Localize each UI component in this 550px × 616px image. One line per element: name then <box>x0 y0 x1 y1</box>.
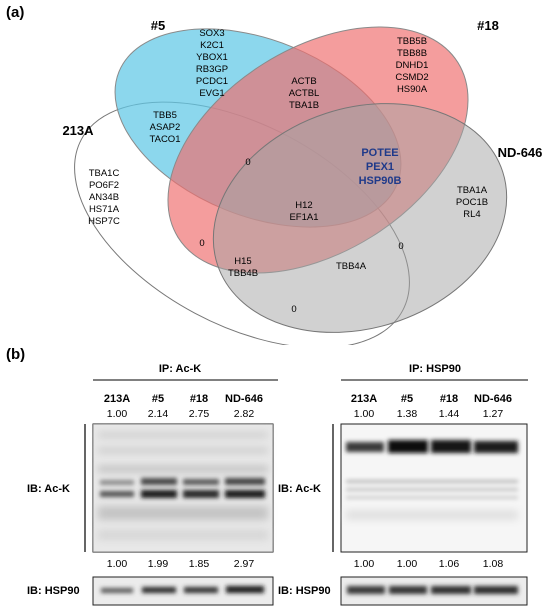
right-top-value: 1.27 <box>483 408 504 420</box>
region-only-18-item: TBB8B <box>397 48 427 59</box>
left-top-value: 2.75 <box>189 408 210 420</box>
right-bottom-blot <box>340 576 528 606</box>
region-213A-5-item: TACO1 <box>150 134 181 145</box>
right-top-value: 1.44 <box>439 408 460 420</box>
region-5-18-ND-item: PEX1 <box>366 161 394 173</box>
region-5-18-ND-item: HSP90B <box>359 175 402 187</box>
region-zero: 0 <box>398 241 403 252</box>
region-213A-18-ND-item: TBB4B <box>228 268 258 279</box>
region-only-18-item: HS90A <box>397 84 428 95</box>
left-ip-label: IP: Ac-K <box>159 363 201 375</box>
left-lane-label: 213A <box>104 393 130 405</box>
right-top-value: 1.00 <box>354 408 375 420</box>
left-ib-main-label: IB: Ac-K <box>27 483 70 495</box>
venn-set-ND-646 <box>212 103 508 333</box>
region-only-ND-item: TBA1A <box>457 185 488 196</box>
region-only-213A-item: HSP7C <box>88 216 120 227</box>
left-main-blot <box>92 423 274 553</box>
left-mid-value: 1.99 <box>148 558 169 570</box>
right-lane-label: ND-646 <box>474 393 512 405</box>
left-lane-label: #5 <box>152 393 164 405</box>
region-only-ND-item: POC1B <box>456 197 488 208</box>
right-lane-label: #18 <box>440 393 458 405</box>
right-ib-main-label: IB: Ac-K <box>278 483 321 495</box>
region-only-5-item: RB3GP <box>196 64 228 75</box>
region-only-5-item: PCDC1 <box>196 76 228 87</box>
right-mid-value: 1.00 <box>397 558 418 570</box>
right-mid-value: 1.00 <box>354 558 375 570</box>
left-top-value: 1.00 <box>107 408 128 420</box>
region-all-four-item: H12 <box>295 200 312 211</box>
region-213A-5-item: TBB5 <box>153 110 177 121</box>
region-zero: 0 <box>199 238 204 249</box>
region-213A-18-ND-item: H15 <box>234 256 251 267</box>
region-all-four-item: EF1A1 <box>289 212 318 223</box>
set-label-18: #18 <box>477 18 499 33</box>
region-only-213A-item: PO6F2 <box>89 180 119 191</box>
region-only-ND-item: RL4 <box>463 209 480 220</box>
right-lane-label: 213A <box>351 393 377 405</box>
region-only-213A-item: HS71A <box>89 204 120 215</box>
region-only-213A-item: TBA1C <box>89 168 120 179</box>
region-only-18-item: TBB5B <box>397 36 427 47</box>
left-lane-label: #18 <box>190 393 208 405</box>
right-mid-value: 1.08 <box>483 558 504 570</box>
left-top-value: 2.82 <box>234 408 255 420</box>
right-ip-label: IP: HSP90 <box>409 363 461 375</box>
venn-diagram: #5 #18 213A ND-646 SOX3 K2C1 YBOX1 RB3GP… <box>62 18 543 345</box>
left-mid-value: 1.85 <box>189 558 210 570</box>
region-5-18-ND-item: POTEE <box>361 147 398 159</box>
set-label-5: #5 <box>151 18 165 33</box>
region-zero: 0 <box>291 304 296 315</box>
region-zero: 0 <box>245 157 250 168</box>
left-mid-value: 1.00 <box>107 558 128 570</box>
left-mid-value: 2.97 <box>234 558 255 570</box>
region-213A-5-item: ASAP2 <box>150 122 181 133</box>
right-mid-value: 1.06 <box>439 558 460 570</box>
left-lane-label: ND-646 <box>225 393 263 405</box>
panel-b-label: (b) <box>6 346 26 363</box>
right-main-blot <box>340 423 528 553</box>
set-label-213A: 213A <box>62 123 94 138</box>
region-only-5-item: SOX3 <box>199 28 224 39</box>
right-top-value: 1.38 <box>397 408 418 420</box>
left-bottom-blot <box>92 576 274 606</box>
region-5-18-item: ACTB <box>291 76 316 87</box>
set-label-ND-646: ND-646 <box>498 145 543 160</box>
left-top-value: 2.14 <box>148 408 169 420</box>
panel-a-label: (a) <box>6 4 25 21</box>
right-ib-bottom-label: IB: HSP90 <box>278 585 331 597</box>
western-blots: IP: Ac-K 213A #5 #18 ND-646 1.00 2.14 2.… <box>27 363 528 606</box>
left-ib-bottom-label: IB: HSP90 <box>27 585 80 597</box>
region-5-18-item: TBA1B <box>289 100 319 111</box>
region-only-213A-item: AN34B <box>89 192 119 203</box>
region-only-5-item: EVG1 <box>199 88 224 99</box>
region-only-18-item: CSMD2 <box>395 72 428 83</box>
region-only-5-item: K2C1 <box>200 40 224 51</box>
region-5-18-item: ACTBL <box>289 88 320 99</box>
region-213A-ND-item: TBB4A <box>336 261 367 272</box>
region-only-5-item: YBOX1 <box>196 52 228 63</box>
region-only-18-item: DNHD1 <box>396 60 429 71</box>
right-lane-label: #5 <box>401 393 413 405</box>
